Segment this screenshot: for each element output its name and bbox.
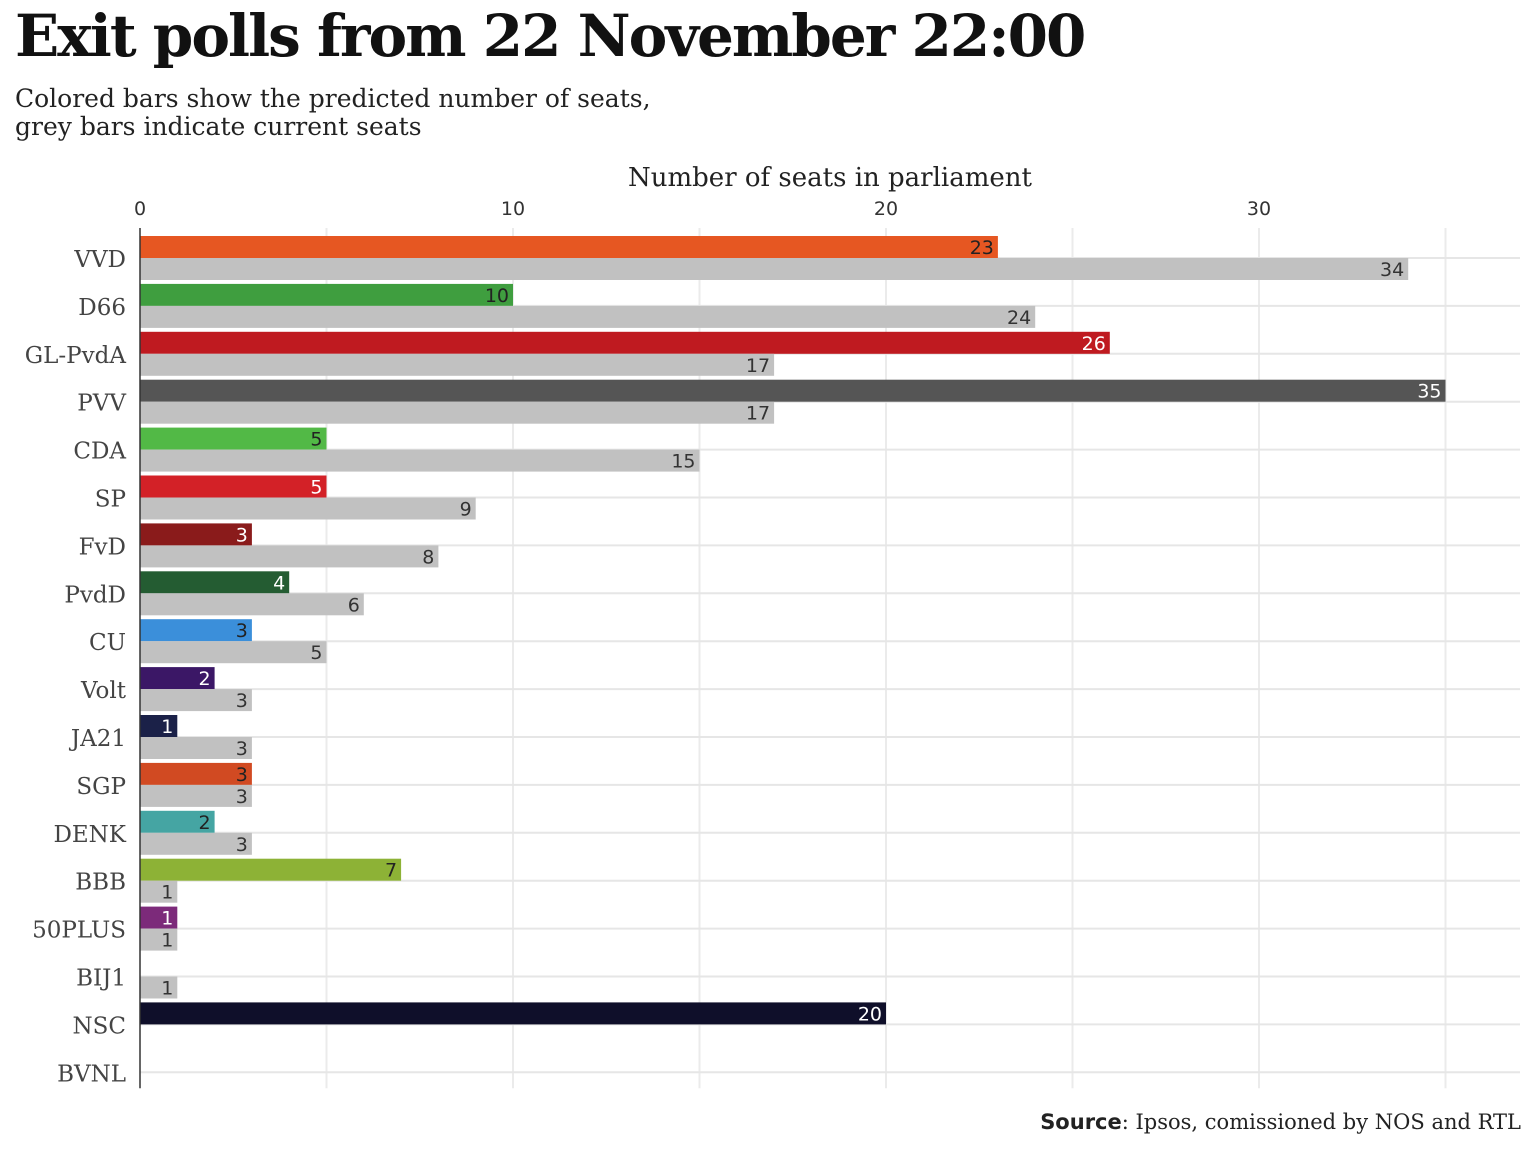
- x-tick-label: 10: [501, 198, 525, 220]
- category-label: BBB: [75, 870, 126, 896]
- bar-predicted-PvdD: [140, 571, 290, 594]
- data-label-current: 17: [746, 403, 770, 425]
- bar-current-PvdD: [140, 593, 364, 616]
- data-label-predicted: 1: [161, 716, 173, 738]
- data-label-predicted: 23: [970, 237, 994, 259]
- data-label-predicted: 2: [199, 812, 211, 834]
- data-label-predicted: 1: [161, 908, 173, 930]
- bar-predicted-SP: [140, 475, 327, 498]
- source-note: Source: Ipsos, comissioned by NOS and RT…: [1040, 1110, 1521, 1134]
- bar-current-PVV: [140, 401, 775, 424]
- bar-current-D66: [140, 305, 1036, 328]
- x-tick-label: 20: [874, 198, 898, 220]
- bar-current-CU: [140, 641, 327, 664]
- data-label-current: 34: [1380, 259, 1404, 281]
- category-label: PVV: [77, 391, 126, 417]
- data-label-current: 8: [422, 546, 434, 568]
- category-label: FvD: [79, 534, 126, 560]
- bar-current-SGP: [140, 784, 252, 807]
- bar-predicted-Volt: [140, 667, 215, 690]
- x-axis-title: Number of seats in parliament: [628, 163, 1033, 193]
- data-label-current: 15: [671, 451, 695, 473]
- category-label: Volt: [80, 678, 127, 704]
- bar-predicted-PVV: [140, 379, 1446, 402]
- data-label-current: 1: [161, 978, 173, 1000]
- bar-predicted-CU: [140, 619, 252, 642]
- bar-current-SP: [140, 497, 476, 520]
- category-label: CDA: [73, 439, 126, 465]
- category-label: GL-PvdA: [25, 343, 127, 369]
- bar-current-JA21: [140, 737, 252, 759]
- bar-current-VVD: [140, 258, 1409, 280]
- data-label-current: 1: [161, 882, 173, 904]
- data-label-predicted: 5: [310, 477, 322, 499]
- bar-current-DENK: [140, 832, 252, 855]
- data-label-predicted: 10: [485, 285, 509, 307]
- bar-current-GL-PvdA: [140, 353, 775, 376]
- subtitle-line-2: grey bars indicate current seats: [15, 112, 422, 141]
- data-label-predicted: 20: [858, 1003, 882, 1025]
- bar-predicted-50PLUS: [140, 906, 178, 929]
- category-label: JA21: [69, 726, 126, 752]
- data-label-current: 6: [348, 594, 360, 616]
- category-label: CU: [89, 630, 126, 656]
- category-label: VVD: [73, 247, 126, 273]
- data-label-current: 17: [746, 355, 770, 377]
- chart-title: Exit polls from 22 November 22:00: [15, 2, 1086, 70]
- category-label: PvdD: [64, 582, 126, 608]
- source-text: : Ipsos, comissioned by NOS and RTL: [1121, 1110, 1521, 1134]
- data-label-current: 3: [236, 738, 248, 760]
- bar-current-BIJ1: [140, 976, 178, 999]
- category-label: DENK: [53, 822, 126, 848]
- data-label-predicted: 35: [1417, 381, 1441, 403]
- data-label-predicted: 3: [236, 524, 248, 546]
- category-label: SGP: [76, 774, 126, 800]
- data-label-predicted: 2: [199, 668, 211, 690]
- category-label: SP: [95, 487, 126, 513]
- data-label-current: 3: [236, 786, 248, 808]
- bar-predicted-CDA: [140, 427, 327, 450]
- category-label: 50PLUS: [32, 918, 126, 944]
- data-label-current: 1: [161, 930, 173, 952]
- bar-current-Volt: [140, 689, 252, 712]
- bar-current-50PLUS: [140, 928, 178, 951]
- data-label-predicted: 3: [236, 764, 248, 786]
- bar-current-BBB: [140, 880, 178, 903]
- data-label-current: 3: [236, 834, 248, 856]
- bar-current-FvD: [140, 545, 439, 568]
- data-label-current: 24: [1007, 307, 1031, 329]
- data-label-predicted: 4: [273, 572, 285, 594]
- data-label-predicted: 5: [310, 429, 322, 451]
- bar-predicted-FvD: [140, 523, 252, 546]
- subtitle-line-1: Colored bars show the predicted number o…: [15, 84, 651, 113]
- category-label: BIJ1: [76, 966, 126, 992]
- bar-predicted-SGP: [140, 762, 252, 785]
- bar-current-CDA: [140, 449, 700, 472]
- bar-predicted-NSC: [140, 1002, 886, 1025]
- x-tick-label: 30: [1247, 198, 1271, 220]
- data-label-predicted: 3: [236, 620, 248, 642]
- bar-predicted-GL-PvdA: [140, 331, 1110, 354]
- category-label: D66: [78, 295, 126, 321]
- data-label-current: 5: [310, 642, 322, 664]
- bar-predicted-BBB: [140, 858, 402, 881]
- category-label: NSC: [73, 1013, 126, 1039]
- x-tick-label: 0: [134, 198, 146, 220]
- source-label: Source: [1040, 1110, 1122, 1134]
- data-label-predicted: 7: [385, 860, 397, 882]
- bar-predicted-VVD: [140, 236, 998, 258]
- category-label: BVNL: [57, 1061, 126, 1087]
- bar-predicted-DENK: [140, 810, 215, 833]
- data-label-predicted: 26: [1082, 333, 1106, 355]
- bar-predicted-D66: [140, 283, 513, 306]
- bar-predicted-JA21: [140, 715, 178, 737]
- data-label-current: 9: [460, 499, 472, 521]
- data-label-current: 3: [236, 690, 248, 712]
